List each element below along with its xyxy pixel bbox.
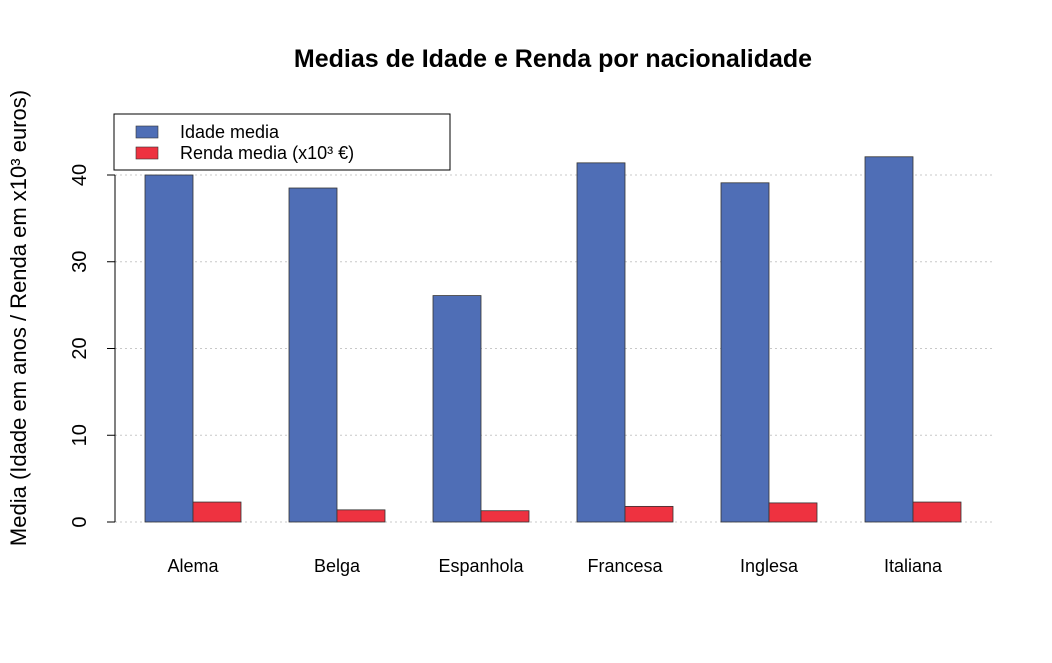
legend: Idade media Renda media (x10³ €) <box>113 113 451 171</box>
y-tick-label: 20 <box>69 337 91 359</box>
bars-group <box>144 156 962 523</box>
chart-title: Medias de Idade e Renda por nacionalidad… <box>294 45 812 73</box>
bar-renda-media <box>624 505 674 523</box>
legend-swatch-idade <box>135 125 159 139</box>
y-axis: 0 10 20 30 40 <box>69 164 116 528</box>
x-category-label: Belga <box>314 556 361 576</box>
y-tick-label: 40 <box>69 164 91 186</box>
x-category-label: Alema <box>167 556 219 576</box>
legend-box <box>113 113 451 171</box>
legend-swatch-renda <box>135 146 159 160</box>
legend-label-idade: Idade media <box>180 122 280 142</box>
bar-idade-media <box>288 187 338 523</box>
bar-renda-media <box>912 501 962 523</box>
gridlines <box>115 174 995 523</box>
bar-idade-media <box>864 156 914 523</box>
legend-label-renda: Renda media (x10³ €) <box>180 143 354 163</box>
bar-renda-media <box>768 502 818 523</box>
y-axis-label: Media (Idade em anos / Renda em x10³ eur… <box>6 90 31 546</box>
y-tick-label: 0 <box>69 516 91 527</box>
bar-idade-media <box>432 295 482 523</box>
bar-renda-media <box>480 510 530 523</box>
x-category-label: Francesa <box>587 556 663 576</box>
x-category-label: Espanhola <box>438 556 524 576</box>
y-tick-label: 30 <box>69 251 91 273</box>
bar-idade-media <box>576 162 626 523</box>
bar-idade-media <box>720 182 770 523</box>
x-category-label: Inglesa <box>740 556 799 576</box>
y-tick-label: 10 <box>69 424 91 446</box>
bar-idade-media <box>144 174 194 523</box>
bar-renda-media <box>336 509 386 523</box>
x-category-label: Italiana <box>884 556 943 576</box>
x-axis-labels: Alema Belga Espanhola Francesa Inglesa Italia… <box>167 556 943 576</box>
bar-renda-media <box>192 501 242 523</box>
